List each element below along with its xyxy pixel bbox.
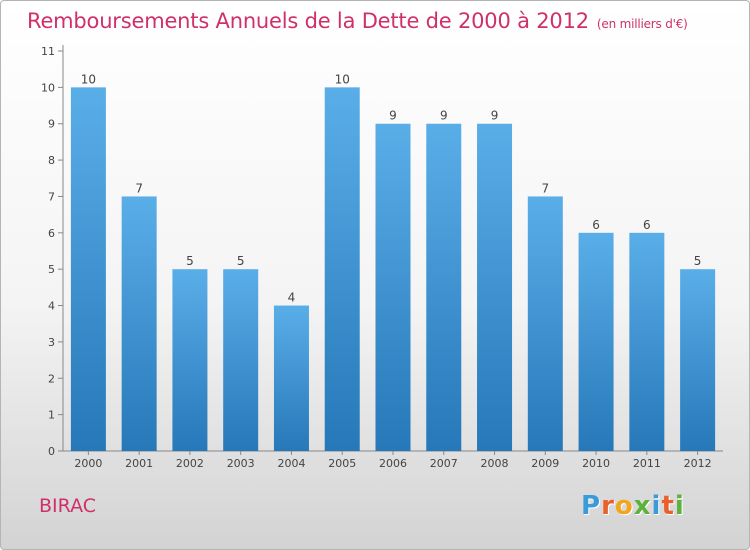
logo-letter: t xyxy=(661,491,675,521)
y-tick-label: 9 xyxy=(48,118,55,131)
data-label-2012: 5 xyxy=(694,254,702,268)
x-tick-label-2005: 2005 xyxy=(328,457,356,470)
x-tick-label-2003: 2003 xyxy=(227,457,255,470)
bar-2012 xyxy=(680,269,716,451)
y-tick-label: 11 xyxy=(41,45,55,58)
data-label-2006: 9 xyxy=(389,109,397,123)
data-label-2004: 4 xyxy=(288,291,296,305)
data-label-2011: 6 xyxy=(643,218,651,232)
y-axis: 0 1 2 3 4 5 6 7 8 9 10 11 xyxy=(41,45,64,458)
data-labels: 10 7 5 5 4 10 9 9 9 7 6 6 5 xyxy=(81,72,702,304)
bar-2002 xyxy=(172,269,208,451)
logo-letter: r xyxy=(601,491,615,521)
bar-2004 xyxy=(273,305,309,451)
data-label-2005: 10 xyxy=(335,72,350,86)
logo-letter: o xyxy=(614,491,634,521)
y-tick-label: 4 xyxy=(48,300,55,313)
logo-letter: P xyxy=(581,491,602,521)
data-label-2007: 9 xyxy=(440,109,448,123)
y-tick-label: 5 xyxy=(48,263,55,276)
data-label-2010: 6 xyxy=(592,218,600,232)
proxiti-logo[interactable]: Proxiti xyxy=(581,491,685,521)
y-tick-label: 7 xyxy=(48,190,55,203)
logo-letter: x xyxy=(633,491,652,521)
x-tick-label-2001: 2001 xyxy=(125,457,153,470)
data-label-2009: 7 xyxy=(541,181,549,195)
bar-2011 xyxy=(629,232,665,451)
x-tick-label-2006: 2006 xyxy=(379,457,407,470)
data-label-2002: 5 xyxy=(186,254,194,268)
y-tick-label: 2 xyxy=(48,372,55,385)
x-axis: 2000 2001 2002 2003 2004 2005 2006 2007 2008 2009… xyxy=(63,450,723,470)
bar-2009 xyxy=(527,196,563,451)
data-label-2003: 5 xyxy=(237,254,245,268)
x-tick-label-2007: 2007 xyxy=(430,457,458,470)
y-tick-label: 1 xyxy=(48,409,55,422)
x-tick-label-2012: 2012 xyxy=(684,457,712,470)
bar-2003 xyxy=(223,269,259,451)
data-label-2000: 10 xyxy=(81,72,96,86)
x-tick-label-2010: 2010 xyxy=(582,457,610,470)
bar-2008 xyxy=(477,123,513,452)
commune-name: BIRAC xyxy=(39,495,96,517)
y-tick-label: 8 xyxy=(48,154,55,167)
chart-title: Remboursements Annuels de la Dette de 20… xyxy=(27,9,589,33)
chart-unit: (en milliers d'€) xyxy=(596,17,688,31)
x-tick-label-2004: 2004 xyxy=(277,457,305,470)
x-tick-label-2009: 2009 xyxy=(531,457,559,470)
bar-2000 xyxy=(70,87,106,451)
x-tick-label-2002: 2002 xyxy=(176,457,204,470)
y-tick-label: 10 xyxy=(41,81,55,94)
chart-title-block: Remboursements Annuels de la Dette de 20… xyxy=(27,9,688,33)
bar-2001 xyxy=(121,196,157,451)
bar-2006 xyxy=(375,123,411,452)
logo-letter: i xyxy=(674,491,685,521)
logo-letter: i xyxy=(651,491,662,521)
y-tick-label: 0 xyxy=(48,445,55,458)
x-tick-label-2008: 2008 xyxy=(481,457,509,470)
data-label-2001: 7 xyxy=(135,181,143,195)
bar-2007 xyxy=(426,123,462,452)
x-tick-label-2000: 2000 xyxy=(74,457,102,470)
y-tick-label: 6 xyxy=(48,227,55,240)
bar-2010 xyxy=(578,232,614,451)
x-tick-label-2011: 2011 xyxy=(633,457,661,470)
data-label-2008: 9 xyxy=(491,109,499,123)
bars xyxy=(70,87,716,452)
y-tick-label: 3 xyxy=(48,336,55,349)
bar-2005 xyxy=(324,87,360,451)
